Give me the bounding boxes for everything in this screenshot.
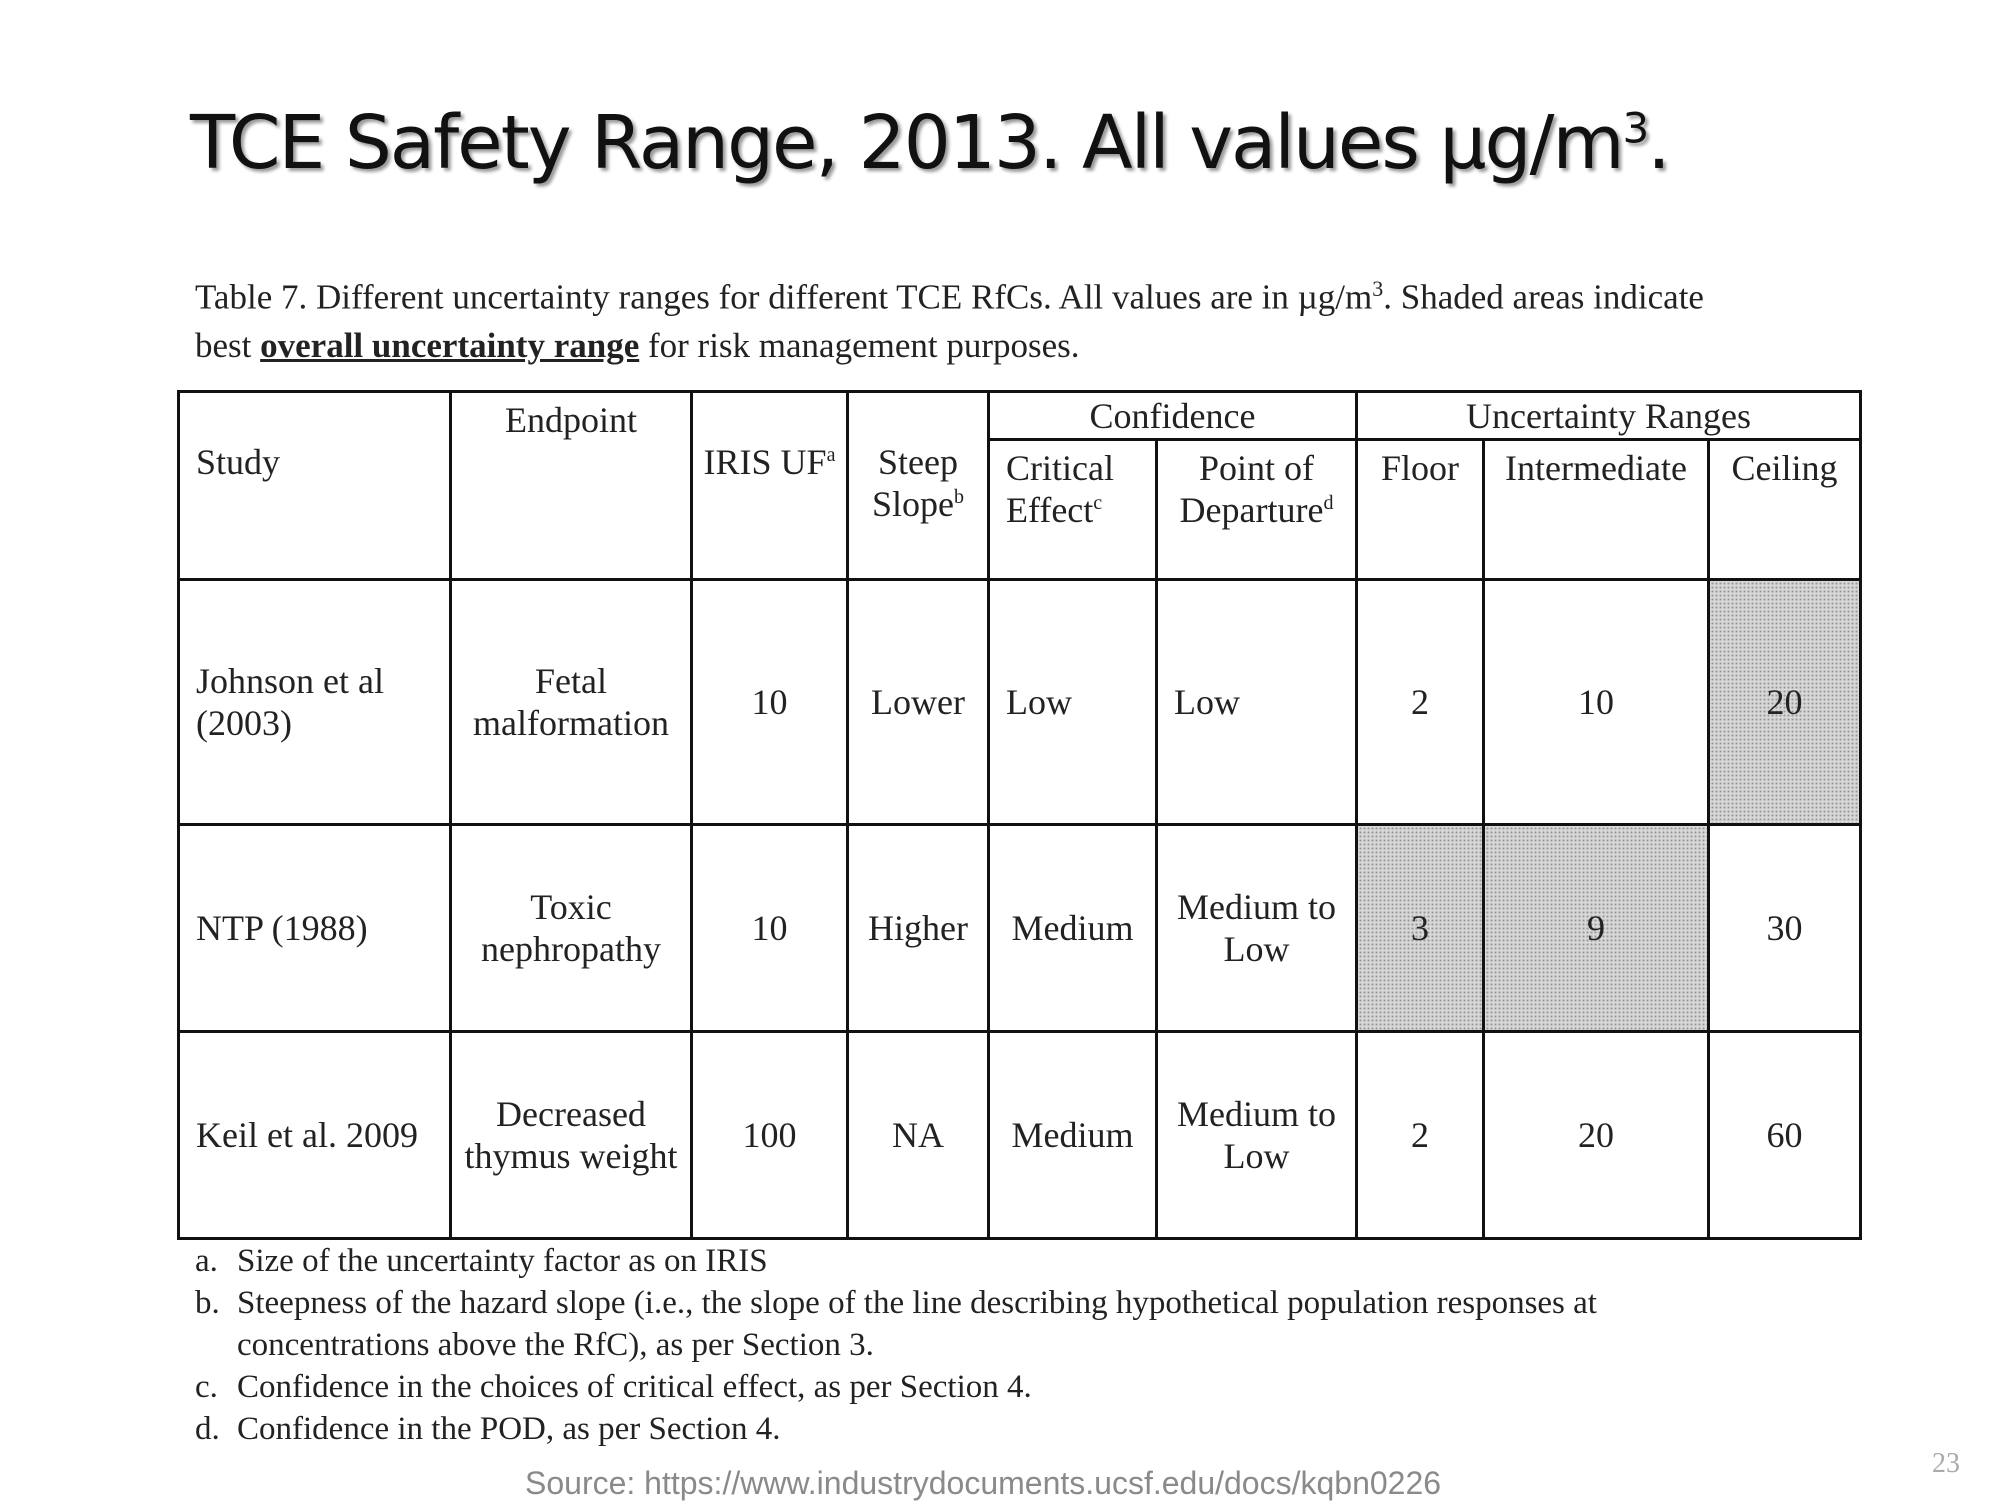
cell-study: Johnson et al (2003) (177, 578, 452, 826)
uncertainty-table: Study Endpoint IRIS UFa Steep Slopeb Con… (177, 390, 1862, 1240)
cell-study: NTP (1988) (177, 823, 452, 1033)
cell-critical-effect: Medium (987, 1030, 1158, 1240)
caption-text-3: for risk management purposes. (639, 325, 1080, 365)
cell-floor: 2 (1355, 578, 1485, 826)
title-text: TCE Safety Range, 2013. All values µg/m (190, 100, 1625, 186)
header-critical-effect: Critical Effectc (987, 438, 1158, 581)
footnote-key: b. (195, 1285, 220, 1321)
footnote-text: Steepness of the hazard slope (i.e., the… (237, 1285, 1597, 1363)
cell-intermediate: 10 (1482, 578, 1710, 826)
footnote-key: c. (195, 1369, 218, 1405)
cell-iris-uf: 100 (690, 1030, 849, 1240)
source-line: Source: https://www.industrydocuments.uc… (525, 1465, 1442, 1501)
header-row-top: Study Endpoint IRIS UFa Steep Slopeb Con… (177, 390, 1862, 581)
cell-study: Keil et al. 2009 (177, 1030, 452, 1240)
cell-steep-slope: NA (846, 1030, 990, 1240)
header-pod-note: d (1323, 492, 1334, 514)
cell-critical-effect: Medium (987, 823, 1158, 1033)
cell-point-of-departure: Low (1155, 578, 1358, 826)
header-uncertainty-ranges-label: Uncertainty Ranges (1466, 395, 1751, 436)
footnote-text: Confidence in the choices of critical ef… (237, 1369, 1032, 1405)
table-row: NTP (1988) Toxic nephropathy 10 Higher M… (177, 823, 1862, 1033)
caption-superscript: 3 (1372, 276, 1384, 301)
header-critical-effect-note: c (1093, 492, 1103, 514)
table-row: Johnson et al (2003) Fetal malformation … (177, 578, 1862, 826)
cell-ceiling: 60 (1707, 1030, 1862, 1240)
cell-floor: 2 (1355, 1030, 1485, 1240)
header-confidence-label: Confidence (1089, 395, 1256, 436)
caption-text-1: Table 7. Different uncertainty ranges fo… (195, 277, 1373, 317)
cell-steep-slope: Lower (846, 578, 990, 826)
header-confidence: Confidence (987, 390, 1358, 441)
header-iris-uf-label: IRIS UF (703, 442, 827, 482)
cell-iris-uf: 10 (690, 578, 849, 826)
header-uncertainty-ranges: Uncertainty Ranges (1355, 390, 1862, 441)
cell-point-of-departure: Medium to Low (1155, 823, 1358, 1033)
cell-endpoint: Decreased thymus weight (449, 1030, 693, 1240)
header-iris-uf: IRIS UFa (690, 390, 849, 581)
cell-critical-effect: Low (987, 578, 1158, 826)
footnotes: a. Size of the uncertainty factor as on I… (195, 1240, 1695, 1450)
cell-ceiling-shaded: 20 (1707, 578, 1862, 826)
header-pod-label: Point of Departure (1179, 448, 1324, 530)
caption-text-2: . Shaded areas indicate best (195, 277, 1704, 365)
header-point-of-departure: Point of Departured (1155, 438, 1358, 581)
caption-emphasis: overall uncertainty range (260, 325, 640, 365)
footnote-text: Confidence in the POD, as per Section 4. (237, 1411, 781, 1447)
footnote-key: d. (195, 1411, 220, 1447)
cell-endpoint: Toxic nephropathy (449, 823, 693, 1033)
header-intermediate: Intermediate (1482, 438, 1710, 581)
footnote-c: c. Confidence in the choices of critical … (195, 1366, 1695, 1408)
header-steep-slope: Steep Slopeb (846, 390, 990, 581)
title-period: . (1647, 100, 1670, 186)
header-ceiling: Ceiling (1707, 438, 1862, 581)
header-iris-uf-note: a (826, 444, 836, 466)
header-critical-effect-label: Critical Effect (1006, 448, 1114, 530)
header-row-sub: Critical Effectc Point of Departured Flo… (179, 438, 1862, 581)
header-steep-slope-label: Steep Slope (871, 442, 958, 524)
cell-floor-shaded: 3 (1355, 823, 1485, 1033)
cell-endpoint: Fetal malformation (449, 578, 693, 826)
cell-steep-slope: Higher (846, 823, 990, 1033)
header-steep-slope-note: b (954, 486, 964, 508)
header-floor-label: Floor (1380, 448, 1459, 488)
cell-ceiling: 30 (1707, 823, 1862, 1033)
cell-intermediate: 20 (1482, 1030, 1710, 1240)
footnote-key: a. (195, 1243, 218, 1279)
footnote-a: a. Size of the uncertainty factor as on I… (195, 1240, 1695, 1282)
header-endpoint-label: Endpoint (505, 400, 637, 440)
header-endpoint: Endpoint (449, 390, 693, 581)
header-ceiling-label: Ceiling (1731, 448, 1838, 488)
header-floor: Floor (1355, 438, 1485, 581)
cell-iris-uf: 10 (690, 823, 849, 1033)
footnote-b: b. Steepness of the hazard slope (i.e., t… (195, 1282, 1695, 1366)
table-caption: Table 7. Different uncertainty ranges fo… (195, 265, 1755, 370)
table-row: Keil et al. 2009 Decreased thymus weight… (177, 1030, 1862, 1240)
header-study-label: Study (196, 442, 281, 482)
slide-title: TCE Safety Range, 2013. All values µg/m3… (190, 100, 1671, 186)
header-intermediate-label: Intermediate (1505, 448, 1687, 488)
title-superscript: 3 (1622, 103, 1650, 153)
header-study: Study (177, 390, 452, 581)
footnote-d: d. Confidence in the POD, as per Section … (195, 1408, 1695, 1450)
cell-point-of-departure: Medium to Low (1155, 1030, 1358, 1240)
cell-intermediate-shaded: 9 (1482, 823, 1710, 1033)
page-number: 23 (1932, 1448, 1960, 1479)
footnote-text: Size of the uncertainty factor as on IRI… (237, 1243, 768, 1279)
